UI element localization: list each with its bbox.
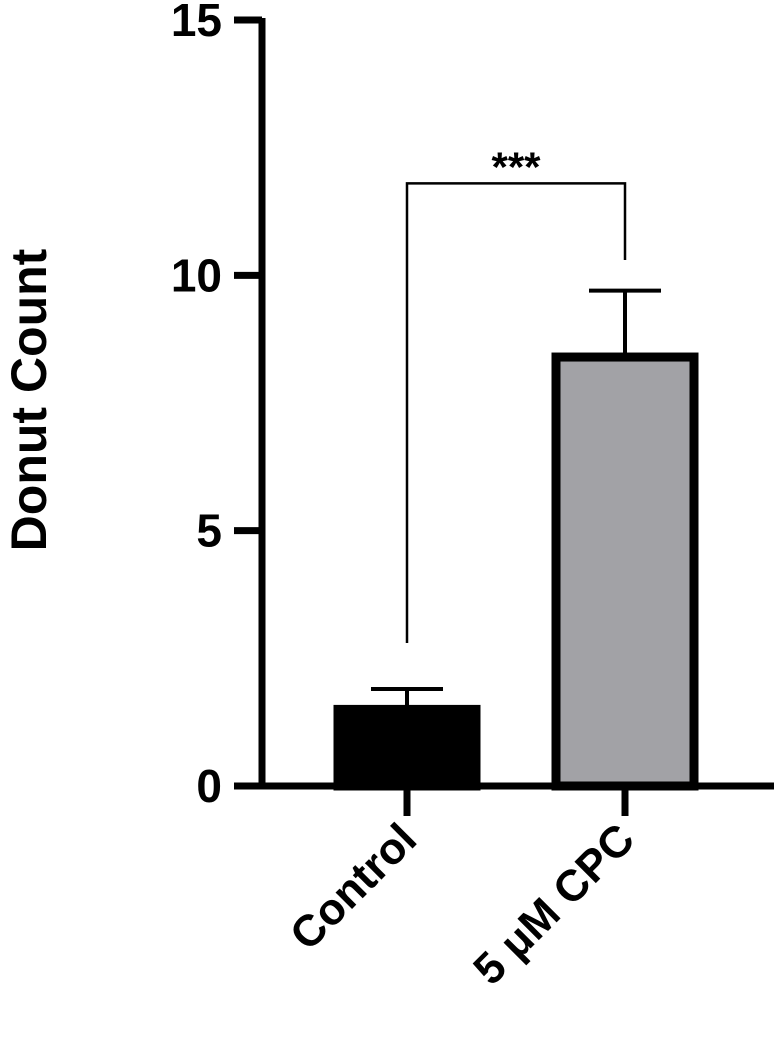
y-axis-title: Donut Count [1, 248, 57, 551]
x-tick-label-0: Control [281, 814, 426, 959]
significance-label: *** [491, 143, 541, 190]
x-tick-label-1: 5 μM CPC [464, 814, 644, 994]
y-tick-label-0: 0 [196, 760, 222, 812]
significance-bracket [405, 182, 627, 644]
y-tick-label-15: 15 [171, 0, 222, 46]
bar-0 [333, 704, 481, 791]
y-tick-label-10: 10 [171, 249, 222, 301]
y-tick-label-5: 5 [196, 505, 222, 557]
bar-1 [551, 352, 699, 791]
